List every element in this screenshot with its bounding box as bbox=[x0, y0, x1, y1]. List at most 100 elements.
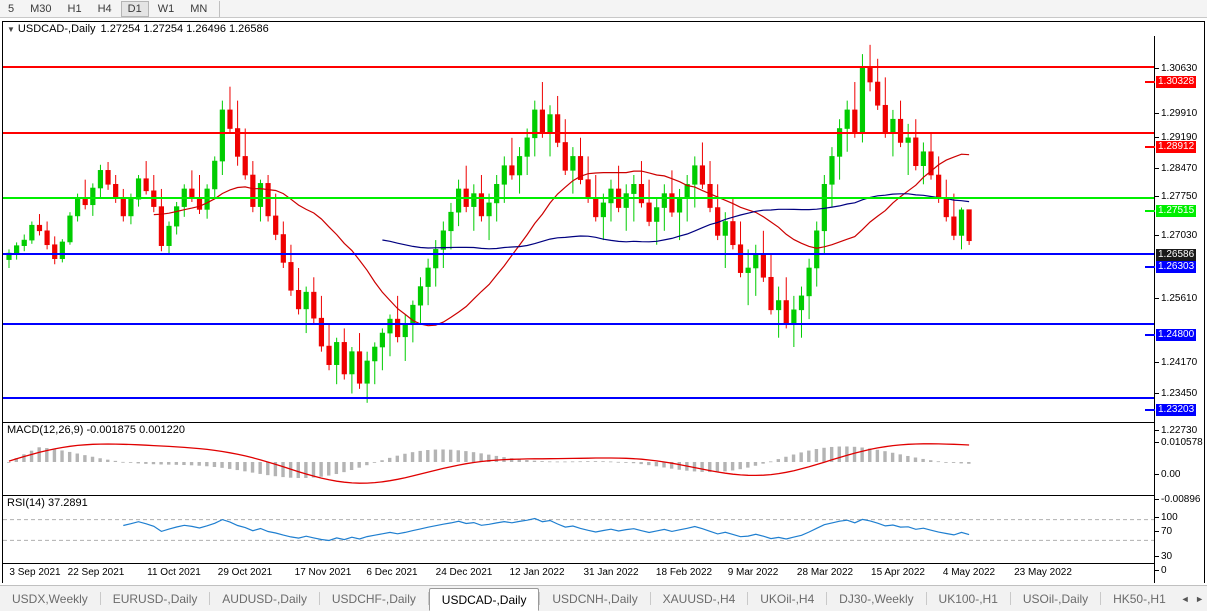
scale-tick-mark bbox=[1155, 234, 1159, 236]
tab-divider bbox=[318, 592, 320, 605]
chart-header: ▼ USDCAD-,Daily 1.27254 1.27254 1.26496 1.… bbox=[3, 22, 1204, 36]
date-axis-label: 12 Jan 2022 bbox=[509, 567, 565, 578]
symbol-tab-dj30--weekly[interactable]: DJ30-,Weekly bbox=[839, 591, 914, 606]
price-scale-badge[interactable]: 1.23203 bbox=[1156, 404, 1197, 416]
level-line-support[interactable] bbox=[3, 397, 1155, 399]
symbol-tab-hk50--h1[interactable]: HK50-,H1 bbox=[1113, 591, 1166, 606]
tab-divider bbox=[925, 592, 927, 605]
timeframe-button-mn[interactable]: MN bbox=[190, 2, 208, 15]
symbol-tab-xauusd--h4[interactable]: XAUUSD-,H4 bbox=[662, 591, 736, 606]
timeframe-button-h4[interactable]: H4 bbox=[97, 2, 112, 15]
scale-tick-value: 100 bbox=[1161, 512, 1178, 523]
price-scale-tick: 1.27750 bbox=[1155, 192, 1197, 202]
chart-symbol-label: USDCAD-,Daily bbox=[17, 23, 96, 35]
macd-pane[interactable]: MACD(12,26,9) -0.001875 0.001220 bbox=[3, 422, 1155, 494]
tab-divider bbox=[209, 592, 211, 605]
level-line-pivot[interactable] bbox=[3, 196, 1155, 199]
symbol-tab-bar: USDX,Weekly EURUSD-,Daily AUDUSD-,Daily USD… bbox=[0, 585, 1207, 611]
scale-tick-value: 1.30630 bbox=[1161, 63, 1198, 74]
date-axis-label: 4 May 2022 bbox=[942, 567, 996, 578]
scale-tick-mark bbox=[1155, 498, 1159, 500]
date-axis-label: 23 May 2022 bbox=[1014, 567, 1072, 578]
tab-scroll-left-icon[interactable]: ◄ bbox=[1180, 593, 1190, 604]
symbol-tab-usdcnh--daily[interactable]: USDCNH-,Daily bbox=[552, 591, 638, 606]
scale-tick-mark bbox=[1155, 67, 1159, 69]
tab-scroll-right-icon[interactable]: ► bbox=[1195, 593, 1205, 604]
rsi-plot bbox=[3, 517, 1155, 542]
scale-tick-value: 1.29190 bbox=[1161, 132, 1198, 143]
moving-average-slow bbox=[382, 193, 970, 250]
price-scale-tick: 1.28470 bbox=[1155, 164, 1197, 174]
price-scale-badge[interactable]: 1.27515 bbox=[1156, 205, 1197, 217]
scale-tick-mark bbox=[1155, 361, 1159, 363]
symbol-tab-usoil--daily[interactable]: USOil-,Daily bbox=[1022, 591, 1089, 606]
price-scale-badge[interactable]: 1.24800 bbox=[1156, 329, 1197, 341]
tab-divider bbox=[1100, 592, 1102, 605]
timeframe-button-m30[interactable]: M30 bbox=[30, 2, 52, 15]
scale-tick-value: 1.24170 bbox=[1161, 357, 1198, 368]
chart-window: ▼ USDCAD-,Daily 1.27254 1.27254 1.26496 1.… bbox=[2, 21, 1205, 583]
date-axis-label: 28 Mar 2022 bbox=[796, 567, 854, 578]
price-scale-badge[interactable]: 1.30328 bbox=[1156, 76, 1197, 88]
price-scale-badge[interactable]: 1.26303 bbox=[1156, 261, 1197, 273]
level-line-resistance[interactable] bbox=[3, 131, 1155, 134]
date-axis[interactable]: 3 Sep 2021 22 Sep 2021 11 Oct 2021 29 Oct 2… bbox=[3, 563, 1155, 583]
price-scale-badge-connector bbox=[1145, 81, 1155, 83]
level-line-resistance[interactable] bbox=[3, 65, 1155, 68]
scale-tick-value: 1.27750 bbox=[1161, 191, 1198, 202]
tab-divider bbox=[539, 592, 541, 605]
tab-divider bbox=[649, 592, 651, 605]
tab-divider bbox=[1009, 592, 1011, 605]
price-scale-tick: 1.29910 bbox=[1155, 109, 1197, 119]
scale-tick-value: 0.010578 bbox=[1161, 437, 1203, 448]
date-axis-label: 24 Dec 2021 bbox=[435, 567, 493, 578]
price-scale-badge-connector bbox=[1145, 266, 1155, 268]
scale-tick-mark bbox=[1155, 429, 1159, 431]
candle-series bbox=[6, 44, 972, 403]
tab-divider bbox=[747, 592, 749, 605]
rsi-pane[interactable]: RSI(14) 37.2891 bbox=[3, 495, 1155, 562]
symbol-tab-uk100--h1[interactable]: UK100-,H1 bbox=[938, 591, 998, 606]
level-line-support[interactable] bbox=[3, 322, 1155, 325]
price-scale-tick: 1.22730 bbox=[1155, 426, 1197, 436]
chart-ohlc-values: 1.27254 1.27254 1.26496 1.26586 bbox=[100, 23, 269, 35]
level-line-support[interactable] bbox=[3, 252, 1155, 255]
price-scale-tick: 1.24170 bbox=[1155, 358, 1197, 368]
date-axis-label: 22 Sep 2021 bbox=[67, 567, 125, 578]
timeframe-toolbar: 5 M30 H1 H4 D1 W1 MN bbox=[0, 0, 1207, 18]
scale-tick-mark bbox=[1155, 473, 1159, 475]
symbol-tab-usdx-weekly[interactable]: USDX,Weekly bbox=[12, 591, 88, 606]
symbol-tab-audusd--daily[interactable]: AUDUSD-,Daily bbox=[222, 591, 307, 606]
price-scale-tick: 1.30630 bbox=[1155, 64, 1197, 74]
date-axis-label: 31 Jan 2022 bbox=[583, 567, 639, 578]
price-scale-badge[interactable]: 1.28912 bbox=[1156, 141, 1197, 153]
date-axis-label: 9 Mar 2022 bbox=[727, 567, 779, 578]
scale-tick-mark bbox=[1155, 112, 1159, 114]
rsi-scale-tick: 0 bbox=[1155, 566, 1167, 576]
timeframe-button-h1[interactable]: H1 bbox=[67, 2, 82, 15]
price-scale[interactable]: 1.30630 1.29910 1.29190 1.28470 1.27750 1.270… bbox=[1145, 36, 1204, 583]
price-scale-badge[interactable]: 1.26586 bbox=[1156, 249, 1197, 261]
date-axis-label: 29 Oct 2021 bbox=[217, 567, 273, 578]
chart-menu-caret-icon[interactable]: ▼ bbox=[7, 25, 15, 34]
date-axis-label: 15 Apr 2022 bbox=[871, 567, 925, 578]
scale-tick-mark bbox=[1155, 569, 1159, 571]
symbol-tab-eurusd--daily[interactable]: EURUSD-,Daily bbox=[112, 591, 198, 606]
rsi-scale-tick: 30 bbox=[1155, 552, 1172, 562]
price-scale-tick: 1.27030 bbox=[1155, 231, 1197, 241]
macd-scale-tick: 0.010578 bbox=[1155, 438, 1203, 448]
scale-tick-value: 1.27030 bbox=[1161, 230, 1198, 241]
scale-tick-value: 30 bbox=[1161, 551, 1173, 562]
price-pane[interactable] bbox=[3, 36, 1155, 420]
timeframe-button-w1[interactable]: W1 bbox=[157, 2, 175, 15]
scale-tick-mark bbox=[1155, 530, 1159, 532]
timeframe-button-5[interactable]: 5 bbox=[8, 2, 15, 15]
scale-tick-value: 1.25610 bbox=[1161, 293, 1198, 304]
tab-divider bbox=[427, 592, 429, 605]
timeframe-button-d1[interactable]: D1 bbox=[120, 0, 149, 17]
tab-divider bbox=[826, 592, 828, 605]
symbol-tab-usdcad--daily[interactable]: USDCAD-,Daily bbox=[428, 588, 540, 611]
symbol-tab-usdchf--daily[interactable]: USDCHF-,Daily bbox=[331, 591, 416, 606]
symbol-tab-ukoil--h4[interactable]: UKOil-,H4 bbox=[760, 591, 815, 606]
scale-tick-value: 1.29910 bbox=[1161, 108, 1198, 119]
